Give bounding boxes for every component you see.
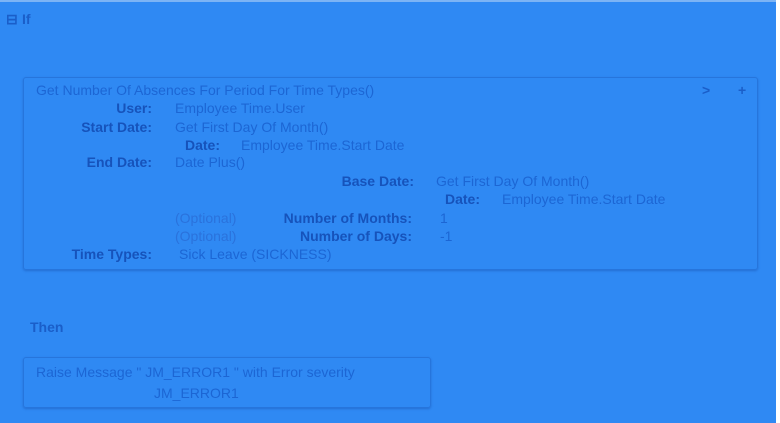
start-date-value[interactable]: Get First Day Of Month() [175,119,329,135]
user-value[interactable]: Employee Time.User [175,100,305,116]
months-value[interactable]: 1 [440,210,448,226]
action-line-1[interactable]: Raise Message " JM_ERROR1 " with Error s… [36,364,355,380]
function-name[interactable]: Get Number Of Absences For Period For Ti… [36,82,375,98]
minus-square-icon[interactable]: ⊟ [6,11,18,27]
base-date-value[interactable]: Get First Day Of Month() [436,173,590,189]
plus-icon[interactable]: + [738,82,747,98]
end-date-value[interactable]: Date Plus() [175,154,246,170]
if-condition-box[interactable] [23,77,758,270]
days-value[interactable]: -1 [440,228,453,244]
start-date-sub-label: Date: [184,137,220,153]
time-types-label: Time Types: [71,246,152,262]
expand-icon[interactable]: > [702,82,711,98]
base-date-sub-label: Date: [444,191,480,207]
then-action-box[interactable] [23,357,431,408]
months-label: Number of Months: [283,210,412,226]
end-date-label: End Date: [86,154,152,170]
action-line-2[interactable]: JM_ERROR1 [154,385,239,401]
optional-tag: (Optional) [175,210,237,226]
start-date-label: Start Date: [81,119,152,135]
if-heading: If [22,11,31,27]
base-date-sub-value[interactable]: Employee Time.Start Date [502,191,666,207]
time-types-value[interactable]: Sick Leave (SICKNESS) [179,246,332,262]
base-date-label: Base Date: [341,173,414,189]
optional-tag: (Optional) [175,228,237,244]
start-date-sub-value[interactable]: Employee Time.Start Date [241,137,405,153]
user-label: User: [116,100,152,116]
then-heading: Then [30,319,64,335]
days-label: Number of Days: [299,228,412,244]
